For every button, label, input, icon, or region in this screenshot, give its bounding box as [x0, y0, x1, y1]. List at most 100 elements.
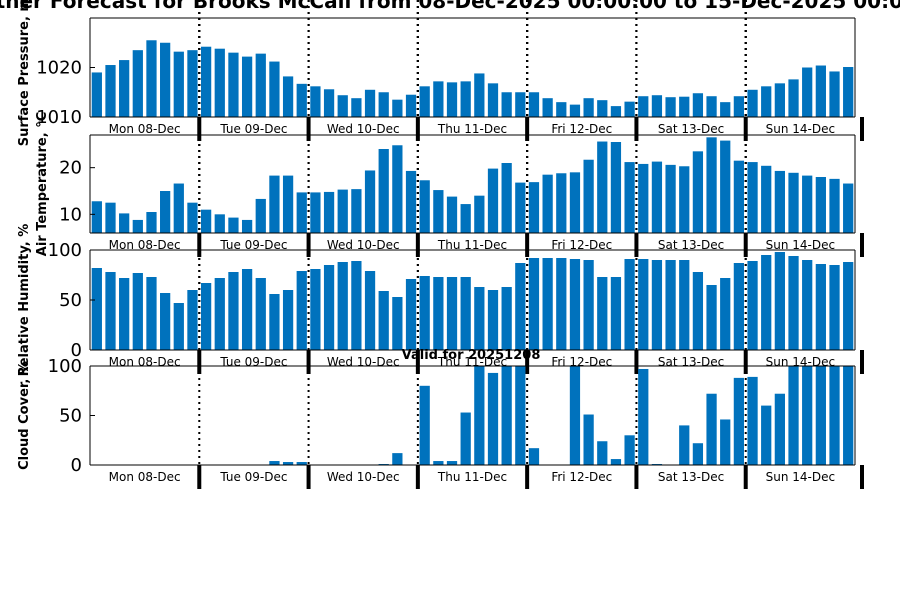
bar [843, 262, 854, 350]
x-day-label: Thu 11-Dec [437, 238, 507, 252]
bar [364, 271, 376, 350]
bar [651, 161, 663, 233]
x-day-label: Sat 13-Dec [658, 470, 724, 484]
bar [446, 82, 458, 117]
bar [419, 180, 430, 233]
bar [583, 260, 594, 350]
bar [528, 448, 540, 465]
bar [296, 83, 307, 117]
bar [556, 258, 567, 350]
x-day-label: Mon 08-Dec [109, 238, 181, 252]
bar [802, 260, 813, 350]
x-day-label: Fri 12-Dec [551, 470, 612, 484]
bar [187, 202, 198, 233]
bar [433, 190, 444, 233]
bar [624, 259, 635, 350]
bar [610, 106, 622, 117]
bar [460, 81, 471, 117]
bar [829, 71, 840, 117]
bar [364, 89, 376, 117]
bar [378, 92, 389, 117]
bar [515, 182, 526, 233]
bar [405, 279, 417, 350]
bar [610, 277, 622, 350]
bar [132, 273, 143, 350]
bar [255, 278, 266, 350]
bar [228, 272, 239, 350]
x-day-label: Sat 13-Dec [658, 355, 724, 369]
bar [173, 51, 184, 117]
bar [173, 183, 184, 233]
bar [378, 291, 389, 350]
bar [433, 277, 444, 350]
bar [241, 56, 253, 117]
y-axis-label: Air Temperature, °C [35, 112, 50, 256]
bar [788, 172, 799, 233]
bar [843, 67, 854, 117]
bar [296, 192, 307, 233]
bar [515, 263, 526, 350]
bar [569, 366, 581, 465]
bar [310, 269, 321, 350]
bar [392, 453, 403, 465]
bar [105, 272, 116, 350]
bar [583, 414, 594, 465]
bar [392, 297, 403, 350]
bar [364, 170, 376, 233]
x-day-label: Sat 13-Dec [658, 122, 724, 136]
bar [419, 385, 430, 465]
bar [761, 255, 772, 350]
bar [706, 393, 717, 465]
bar [310, 192, 321, 233]
x-day-label: Thu 11-Dec [437, 470, 507, 484]
x-day-label: Sun 14-Dec [766, 470, 835, 484]
x-day-label: Fri 12-Dec [551, 122, 612, 136]
bar [692, 443, 704, 465]
bar [105, 65, 116, 117]
bar [405, 94, 417, 117]
bar [269, 294, 280, 350]
bar [761, 86, 772, 117]
bar [91, 72, 102, 117]
bar [119, 278, 130, 350]
x-day-label: Tue 09-Dec [219, 122, 287, 136]
bar [679, 425, 690, 465]
bar [515, 92, 526, 117]
bar [843, 183, 854, 233]
y-tick-label: 0 [71, 340, 82, 361]
bar [720, 140, 731, 233]
bar [774, 170, 785, 233]
bar [706, 137, 717, 233]
bar [323, 89, 335, 117]
x-day-label: Fri 12-Dec [551, 238, 612, 252]
bar [706, 96, 717, 117]
bar [282, 76, 294, 117]
bar [624, 435, 635, 465]
bar [146, 40, 157, 117]
bar [815, 177, 826, 233]
bar [679, 96, 690, 117]
bar [829, 366, 840, 465]
bar [419, 86, 430, 117]
bar [774, 393, 785, 465]
bar [132, 219, 143, 233]
bar [474, 287, 485, 350]
y-tick-label: 50 [59, 290, 82, 311]
bar [569, 172, 581, 233]
bar [542, 258, 553, 350]
bar [651, 260, 663, 350]
bar [733, 377, 745, 465]
bar [624, 162, 635, 233]
x-day-label: Wed 10-Dec [327, 122, 400, 136]
bar [747, 376, 758, 465]
bar [310, 86, 321, 117]
bar [679, 260, 690, 350]
bar [774, 83, 785, 117]
bar [433, 461, 444, 465]
bar [351, 98, 362, 117]
bar [843, 366, 854, 465]
bar [747, 89, 758, 117]
bar [187, 290, 198, 350]
bar [651, 95, 663, 117]
